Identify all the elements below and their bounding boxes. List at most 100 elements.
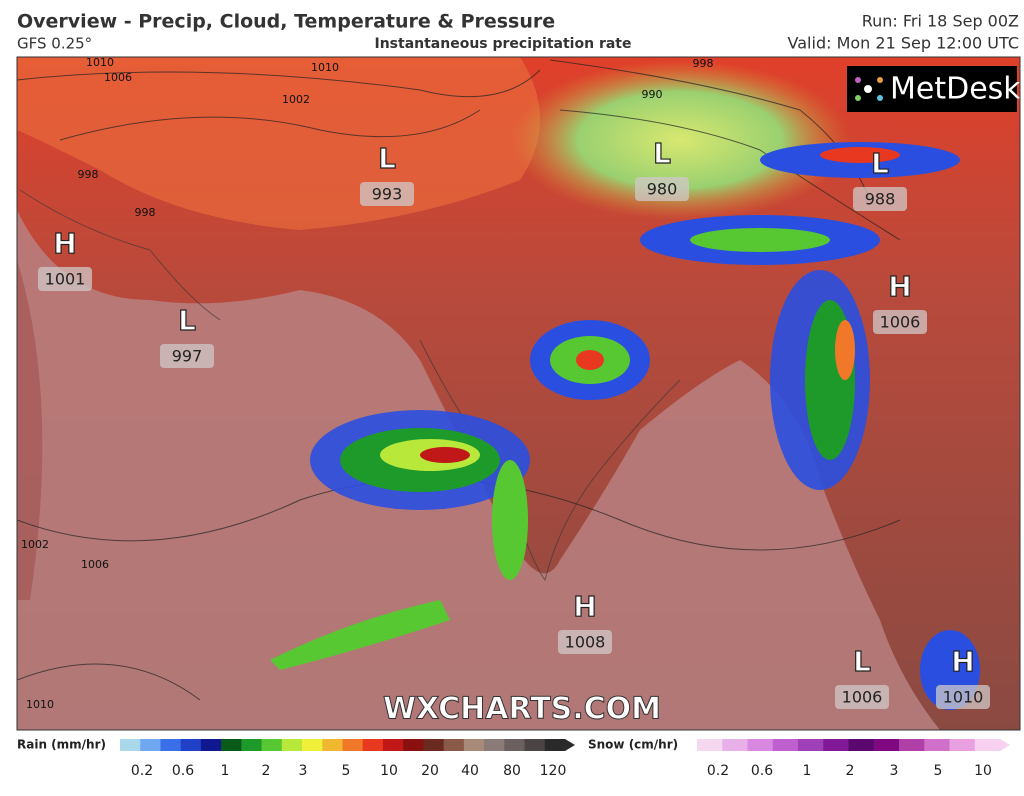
isobar-label: 998 xyxy=(78,168,99,181)
rain-tick-label: 0.6 xyxy=(172,763,194,779)
rain-swatch xyxy=(382,739,404,751)
rain-swatch xyxy=(120,739,141,751)
pressure-box xyxy=(635,177,689,201)
pressure-box xyxy=(835,685,889,709)
rain-legend-label: Rain (mm/hr) xyxy=(17,738,106,752)
pressure-value: 1010 xyxy=(943,688,984,707)
pressure-value: 1006 xyxy=(842,688,883,707)
snow-tick-label: 0.2 xyxy=(707,763,729,779)
valid-time: Valid: Mon 21 Sep 12:00 UTC xyxy=(788,34,1019,53)
snow-tick-label: 2 xyxy=(846,763,855,779)
snow-tick-label: 10 xyxy=(974,763,992,779)
pressure-box xyxy=(38,267,92,291)
pressure-box xyxy=(873,310,927,334)
rain-tick-label: 2 xyxy=(262,763,271,779)
product: Instantaneous precipitation rate xyxy=(375,36,632,52)
watermark: WXCHARTS.COM xyxy=(383,692,661,727)
pressure-value: 1001 xyxy=(45,270,86,289)
run-time: Run: Fri 18 Sep 00Z xyxy=(862,12,1019,31)
rain-swatch xyxy=(484,739,505,751)
rain-tick-label: 10 xyxy=(380,763,398,779)
pressure-type: L xyxy=(871,147,889,180)
pressure-type: L xyxy=(653,137,671,170)
snow-swatch xyxy=(823,739,849,751)
rain-swatch xyxy=(443,739,465,751)
rain-tick-label: 40 xyxy=(461,763,479,779)
snow-tick-label: 1 xyxy=(803,763,812,779)
rain-swatch xyxy=(281,739,303,751)
rain-swatch xyxy=(524,739,546,751)
pressure-box xyxy=(160,344,214,368)
snow-swatch xyxy=(772,739,799,751)
pressure-type: H xyxy=(951,645,974,678)
snow-swatch xyxy=(899,739,925,751)
rain-tick-label: 20 xyxy=(421,763,439,779)
rain-tick-label: 120 xyxy=(540,763,567,779)
rain-swatch xyxy=(180,739,202,751)
isobar-label: 1002 xyxy=(21,538,49,551)
isobar-label: 1006 xyxy=(81,558,109,571)
snow-tick-label: 3 xyxy=(890,763,899,779)
isobar-label: 1010 xyxy=(311,61,339,74)
pressure-value: 988 xyxy=(865,190,896,209)
pressure-value: 1006 xyxy=(880,313,921,332)
rain-swatch xyxy=(221,739,242,751)
snow-tick-label: 0.6 xyxy=(751,763,773,779)
rain-tick-label: 0.2 xyxy=(131,763,153,779)
pressure-type: H xyxy=(53,227,76,260)
rain-tick-label: 5 xyxy=(342,763,351,779)
rain-swatch xyxy=(160,739,182,751)
precipitation xyxy=(270,142,980,710)
isobar-labels: 1010 1006 1010 1002 998 990 998 998 1002 1006 1010 xyxy=(21,57,714,711)
snow-swatch xyxy=(722,739,748,751)
isobar-label: 1002 xyxy=(282,93,310,106)
snow-swatch xyxy=(974,739,1001,751)
snow-swatch xyxy=(848,739,875,751)
rain-swatch xyxy=(342,739,364,751)
rain-tick-label: 1 xyxy=(221,763,230,779)
map-frame xyxy=(16,56,1021,731)
pressure-value: 1008 xyxy=(565,633,606,652)
snow-swatch xyxy=(697,739,723,751)
isobar-label: 1010 xyxy=(26,698,54,711)
rain-arrow xyxy=(565,739,575,751)
pressure-type: L xyxy=(378,142,396,175)
pressure-value: 980 xyxy=(647,180,678,199)
isobar-label: 998 xyxy=(693,57,714,70)
snow-arrow xyxy=(1000,739,1010,751)
rain-tick-label: 3 xyxy=(299,763,308,779)
legends: 0.2 0.6 1 2 3 5 10 20 40 80 120 0.2 0.6 1 2 3 5 10 xyxy=(120,739,1010,779)
pressure-box xyxy=(558,630,612,654)
pressure-type: L xyxy=(178,304,196,337)
isobar-label: 1006 xyxy=(104,71,132,84)
rain-swatch xyxy=(504,739,526,751)
rain-swatch xyxy=(322,739,343,751)
pressure-type: H xyxy=(888,270,911,303)
pressure-type: H xyxy=(573,590,596,623)
snow-legend-label: Snow (cm/hr) xyxy=(588,738,678,752)
pressure-type: L xyxy=(853,645,871,678)
isobar-label: 990 xyxy=(642,88,663,101)
snow-swatch xyxy=(747,739,774,751)
rain-swatch xyxy=(302,739,323,751)
logo: MetDesk xyxy=(890,72,1021,107)
rain-swatch xyxy=(261,739,283,751)
snow-swatch xyxy=(873,739,900,751)
snow-swatch xyxy=(798,739,824,751)
rain-swatch xyxy=(423,739,445,751)
pressure-value: 993 xyxy=(372,185,403,204)
rain-swatch xyxy=(140,739,161,751)
map: 1010100610101002998990998998100210061010… xyxy=(17,57,1021,730)
snow-swatch xyxy=(924,739,950,751)
rain-swatch xyxy=(403,739,424,751)
title: Overview - Precip, Cloud, Temperature & … xyxy=(17,11,555,33)
snow-swatch xyxy=(949,739,976,751)
pressure-box xyxy=(936,685,990,709)
rain-tick-label: 80 xyxy=(503,763,521,779)
pressure-box xyxy=(360,182,414,206)
pressure-value: 997 xyxy=(172,347,203,366)
snow-tick-label: 5 xyxy=(934,763,943,779)
pressure-box xyxy=(853,187,907,211)
rain-swatch xyxy=(362,739,384,751)
